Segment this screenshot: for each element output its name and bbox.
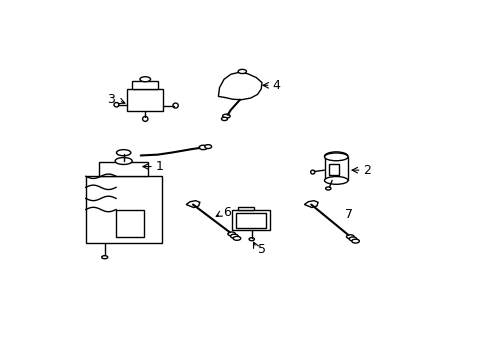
Ellipse shape	[114, 103, 119, 107]
Ellipse shape	[324, 176, 347, 184]
Ellipse shape	[142, 116, 147, 121]
Bar	[99, 162, 148, 176]
Text: 4: 4	[272, 79, 280, 92]
Ellipse shape	[173, 103, 178, 108]
Text: 5: 5	[258, 243, 265, 256]
Bar	[132, 81, 158, 89]
Bar	[238, 207, 254, 210]
Ellipse shape	[238, 69, 246, 73]
Ellipse shape	[310, 170, 314, 174]
Text: 3: 3	[107, 93, 115, 106]
Ellipse shape	[348, 237, 356, 241]
Bar	[127, 89, 163, 111]
Polygon shape	[186, 201, 200, 208]
Ellipse shape	[230, 234, 238, 238]
Ellipse shape	[325, 187, 330, 190]
Text: 2: 2	[363, 164, 370, 177]
Bar	[85, 176, 161, 243]
Ellipse shape	[204, 145, 211, 149]
Bar	[232, 210, 269, 230]
Ellipse shape	[102, 256, 107, 259]
Bar	[116, 210, 144, 237]
Ellipse shape	[227, 232, 235, 236]
Text: 6: 6	[223, 206, 230, 219]
Bar	[324, 157, 347, 180]
Ellipse shape	[248, 238, 254, 241]
Text: 7: 7	[344, 208, 352, 221]
Bar	[328, 164, 338, 175]
Ellipse shape	[222, 114, 230, 118]
Polygon shape	[304, 201, 317, 208]
Ellipse shape	[346, 235, 353, 239]
Ellipse shape	[233, 237, 240, 240]
Ellipse shape	[115, 158, 132, 165]
Ellipse shape	[221, 117, 227, 121]
Ellipse shape	[116, 150, 131, 156]
Ellipse shape	[324, 153, 347, 161]
Ellipse shape	[140, 77, 150, 82]
Ellipse shape	[199, 145, 207, 150]
Ellipse shape	[351, 239, 359, 243]
Bar	[236, 213, 265, 228]
Polygon shape	[218, 72, 262, 100]
Text: 1: 1	[156, 160, 163, 173]
